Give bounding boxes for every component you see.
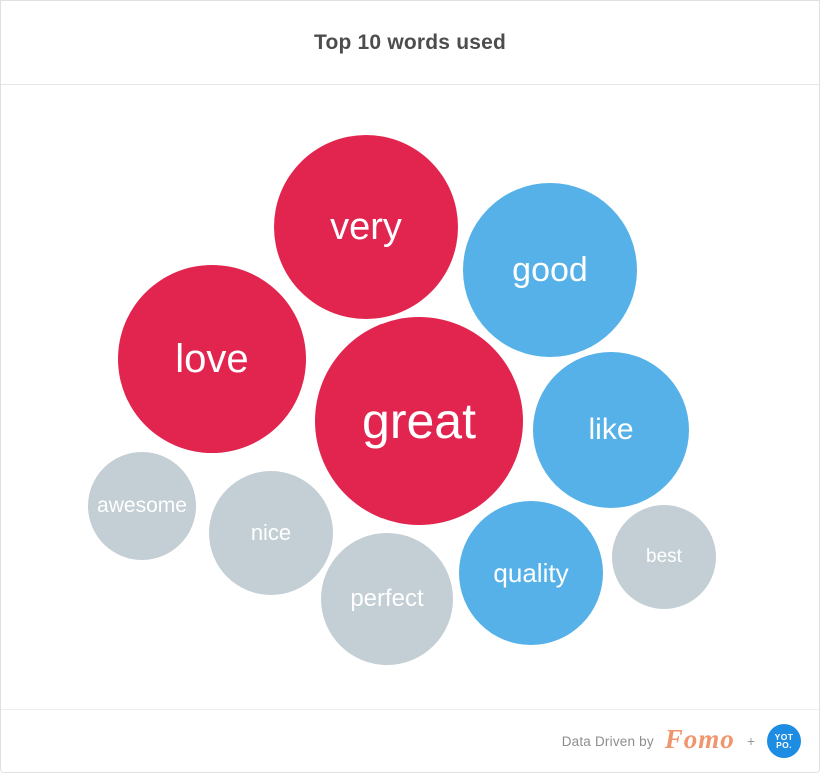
bubble-label: awesome <box>97 494 187 517</box>
bubble-quality[interactable]: quality <box>459 501 603 645</box>
bubble-very[interactable]: very <box>274 135 458 319</box>
bubble-love[interactable]: love <box>118 265 306 453</box>
yotpo-logo-line1: YOT <box>774 731 794 742</box>
bubble-nice[interactable]: nice <box>209 471 333 595</box>
bubble-label: good <box>512 250 588 289</box>
bubble-label: great <box>362 393 476 449</box>
bubble-label: quality <box>493 557 569 588</box>
bubble-label: nice <box>250 520 292 545</box>
bubble-label: best <box>646 546 682 567</box>
bubble-like[interactable]: like <box>533 352 689 508</box>
bubble-perfect[interactable]: perfect <box>321 533 453 665</box>
bubble-best[interactable]: best <box>612 505 716 609</box>
bubble-awesome[interactable]: awesome <box>88 452 196 560</box>
credit-text: Data Driven by <box>561 733 654 749</box>
bubble-label: like <box>588 413 634 446</box>
page-title: Top 10 words used <box>313 30 507 54</box>
yotpo-logo-line2: PO. <box>776 740 792 750</box>
bubble-good[interactable]: good <box>463 183 637 357</box>
bubble-label: love <box>175 336 249 381</box>
fomo-logo[interactable]: Fomo <box>664 723 735 754</box>
yotpo-logo[interactable]: YOT PO. <box>767 724 801 758</box>
bubble-label: perfect <box>350 585 424 612</box>
plus-separator: + <box>746 733 755 749</box>
widget-header: Top 10 words used <box>1 1 819 85</box>
bubble-great[interactable]: great <box>315 317 523 525</box>
bubble-label: very <box>330 205 402 248</box>
widget-footer: Data Driven by Fomo + YOT PO. <box>1 709 819 772</box>
